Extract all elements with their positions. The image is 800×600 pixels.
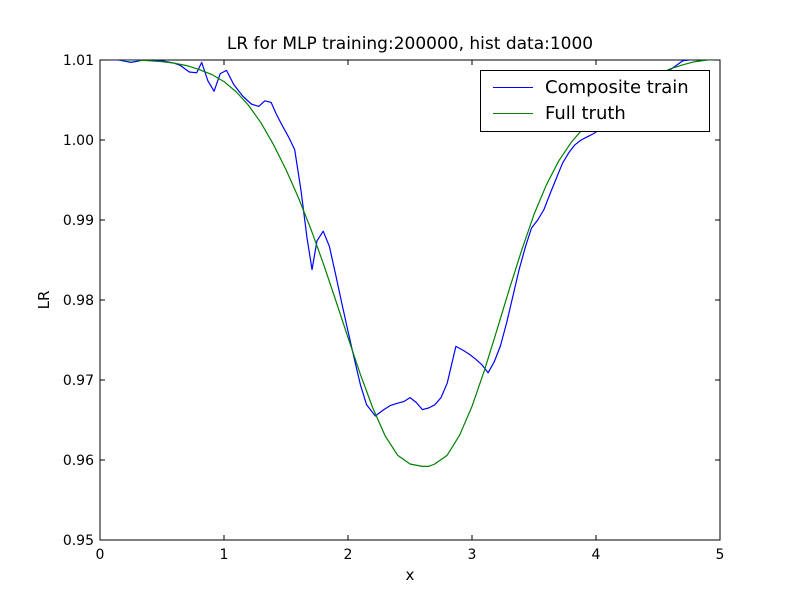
legend-swatch-full-truth [493, 113, 533, 114]
y-tick-label: 0.99 [63, 213, 94, 229]
legend: Composite train Full truth [480, 70, 710, 132]
legend-swatch-composite-train [493, 87, 533, 88]
y-tick-label: 1.01 [63, 53, 94, 69]
y-tick-label: 0.96 [63, 453, 94, 469]
legend-label-composite-train: Composite train [545, 77, 689, 98]
y-tick-label: 0.98 [63, 293, 94, 309]
y-tick-label: 0.97 [63, 373, 94, 389]
legend-item-composite-train: Composite train [481, 76, 709, 100]
x-tick-label: 3 [468, 547, 477, 563]
y-tick-label: 1.00 [63, 133, 94, 149]
x-tick-label: 1 [220, 547, 229, 563]
y-axis-label: LR [35, 290, 53, 310]
series-line-composite-train [104, 60, 694, 417]
axes-frame [99, 59, 721, 541]
x-tick-label: 2 [344, 547, 353, 563]
legend-label-full-truth: Full truth [545, 103, 626, 124]
x-axis-label: x [405, 566, 415, 584]
chart-title: LR for MLP training:200000, hist data:10… [226, 34, 594, 54]
legend-item-full-truth: Full truth [481, 102, 709, 126]
x-tick-label: 0 [96, 547, 105, 563]
x-tick-label: 5 [716, 547, 725, 563]
y-tick-label: 0.95 [63, 533, 94, 549]
x-tick-label: 4 [592, 547, 601, 563]
